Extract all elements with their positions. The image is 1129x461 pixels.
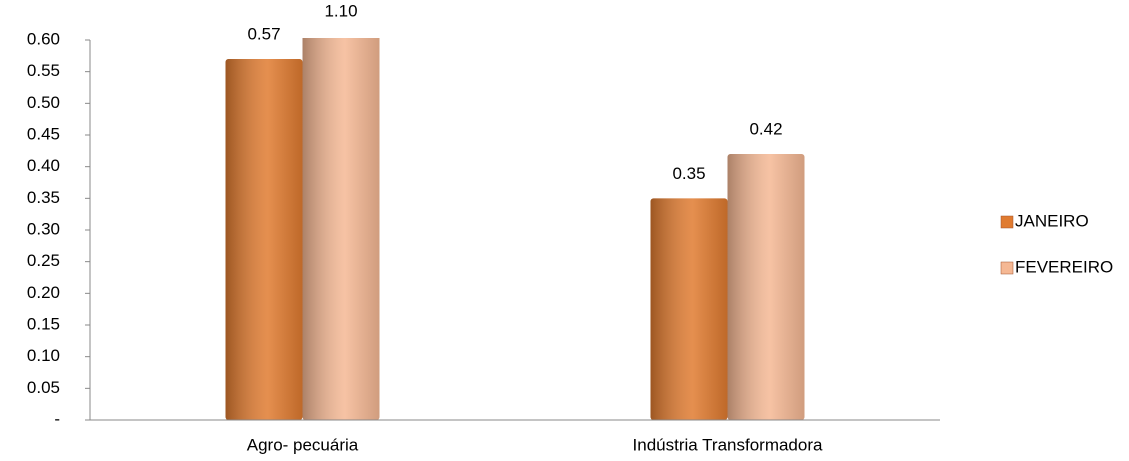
bar	[650, 198, 728, 420]
data-label: 0.35	[672, 164, 705, 183]
data-label: 1.10	[324, 1, 357, 20]
y-tick-label: 0.15	[27, 314, 60, 333]
y-tick-label: 0.10	[27, 346, 60, 365]
bar	[727, 154, 805, 420]
y-tick-label: 0.50	[27, 93, 60, 112]
legend-swatch	[1000, 215, 1014, 229]
y-tick-label: -	[54, 409, 60, 428]
bar	[302, 38, 380, 420]
legend-label: JANEIRO	[1015, 211, 1089, 230]
y-tick-label: 0.60	[27, 29, 60, 48]
x-tick-label: Agro- pecuária	[247, 435, 359, 454]
bar	[225, 59, 303, 420]
x-tick-label: Indústria Transformadora	[633, 435, 823, 454]
y-tick-label: 0.20	[27, 283, 60, 302]
data-label: 0.57	[247, 24, 280, 43]
y-tick-label: 0.45	[27, 124, 60, 143]
legend-label: FEVEREIRO	[1015, 257, 1113, 276]
y-tick-label: 0.30	[27, 219, 60, 238]
plot-area	[225, 38, 805, 420]
y-tick-label: 0.40	[27, 156, 60, 175]
legend-swatch	[1000, 261, 1014, 275]
y-tick-label: 0.35	[27, 188, 60, 207]
data-label: 0.42	[749, 119, 782, 138]
y-tick-label: 0.25	[27, 251, 60, 270]
y-tick-label: 0.05	[27, 378, 60, 397]
y-tick-label: 0.55	[27, 61, 60, 80]
